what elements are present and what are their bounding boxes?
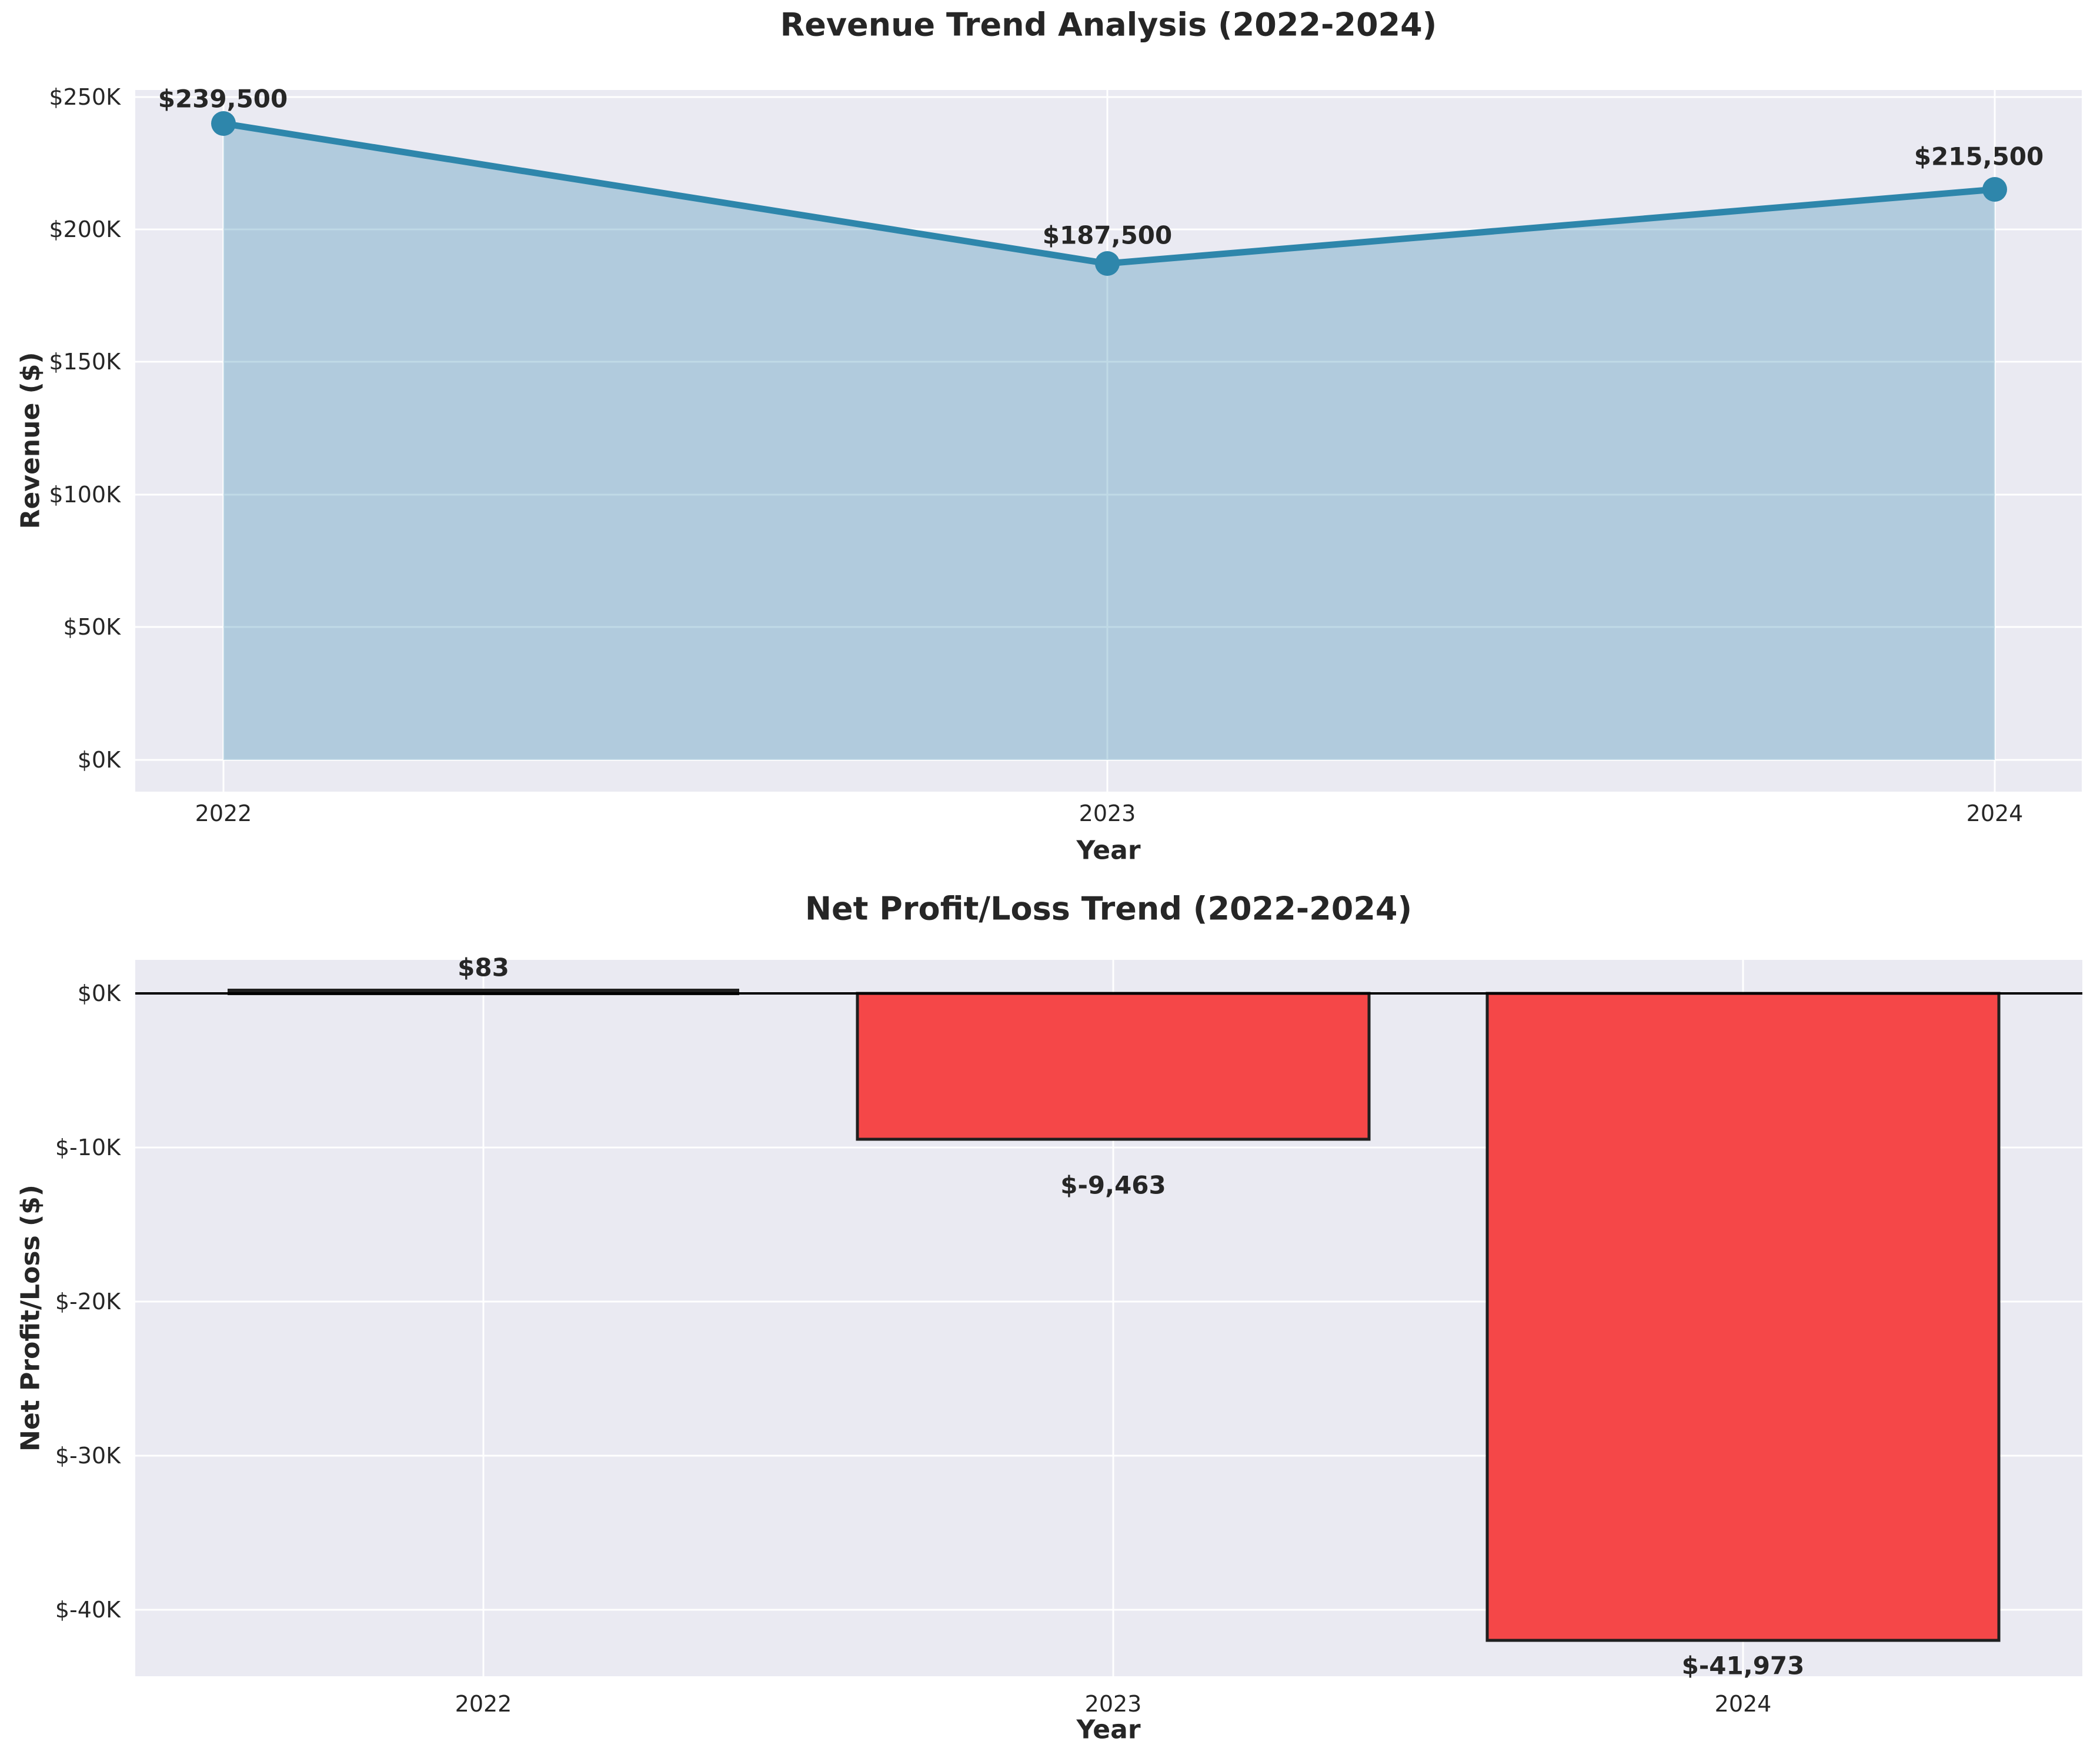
profit-ytick-neg40k: $-40K [55,1597,121,1623]
revenue-xtick-2022: 2022 [195,800,252,826]
revenue-point-2024 [1982,177,2007,202]
profit-value-label-2023: $-9,463 [1060,1170,1166,1200]
revenue-value-label-2024: $215,500 [1914,142,2044,171]
revenue-horizontal-gridlines [135,96,2082,761]
revenue-area-fill [223,124,1995,760]
revenue-xtick-2024: 2024 [1966,800,2024,826]
profit-ytick-neg30k: $-30K [55,1443,121,1469]
revenue-plot-area [135,90,2082,792]
revenue-ytick-200k: $200K [49,216,121,242]
revenue-ytick-0k: $0K [77,747,121,773]
revenue-ytick-150k: $150K [49,349,121,375]
revenue-ytick-50k: $50K [63,614,121,640]
revenue-yaxis-label: Revenue ($) [15,352,46,529]
profit-xtick-2023: 2023 [1084,1691,1142,1717]
profit-value-label-2024: $-41,973 [1681,1651,1805,1680]
profit-xaxis-label: Year [1076,1714,1141,1745]
profit-plot-area [135,960,2082,1676]
revenue-ytick-100k: $100K [49,482,121,508]
revenue-vertical-gridlines [222,90,1996,792]
revenue-ytick-250k: $250K [49,84,121,110]
profit-ytick-neg10k: $-10K [55,1135,121,1160]
profit-value-label-2022: $83 [458,953,509,982]
profit-bar-2022 [228,989,739,995]
revenue-point-2023 [1095,251,1120,276]
revenue-point-2022 [211,111,236,136]
revenue-value-label-2022: $239,500 [158,84,288,114]
profit-bar-2024 [1485,992,2001,1642]
profit-ytick-0k: $0K [77,980,121,1006]
revenue-xaxis-label: Year [1076,835,1141,866]
revenue-xtick-2023: 2023 [1079,800,1136,826]
profit-xtick-2022: 2022 [455,1691,512,1717]
profit-xtick-2024: 2024 [1714,1691,1772,1717]
profit-bar-2023 [856,992,1371,1141]
revenue-value-label-2023: $187,500 [1042,221,1173,250]
profit-chart-title: Net Profit/Loss Trend (2022-2024) [804,890,1413,928]
revenue-chart-title: Revenue Trend Analysis (2022-2024) [780,6,1437,44]
profit-yaxis-label: Net Profit/Loss ($) [15,1185,46,1452]
profit-ytick-neg20k: $-20K [55,1289,121,1315]
